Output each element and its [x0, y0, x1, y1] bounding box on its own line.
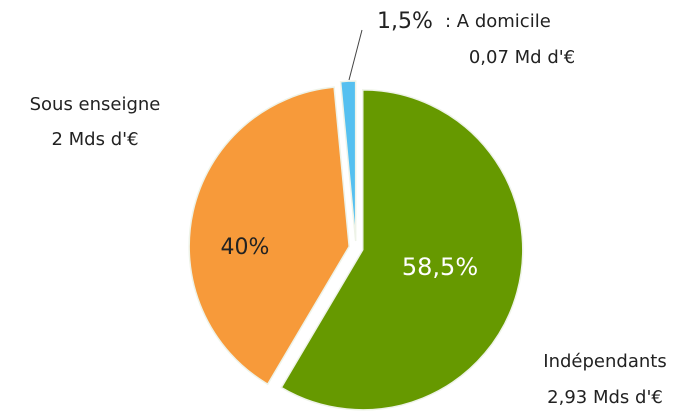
amount-label: 2,93 Mds d'€	[547, 387, 663, 408]
amount-label: 2 Mds d'€	[51, 129, 138, 150]
pie-slice	[339, 80, 357, 242]
pie-slice	[188, 86, 350, 386]
value-label: 1,5%	[377, 9, 433, 34]
leader-line	[348, 29, 363, 81]
value-label: 40%	[221, 235, 270, 260]
amount-label: 0,07 Md d'€	[469, 47, 575, 68]
value-label: 58,5%	[402, 253, 478, 281]
category-label: : A domicile	[445, 11, 551, 32]
category-label: Indépendants	[543, 351, 666, 372]
pie-slice	[280, 89, 524, 411]
category-label: Sous enseigne	[30, 94, 161, 115]
